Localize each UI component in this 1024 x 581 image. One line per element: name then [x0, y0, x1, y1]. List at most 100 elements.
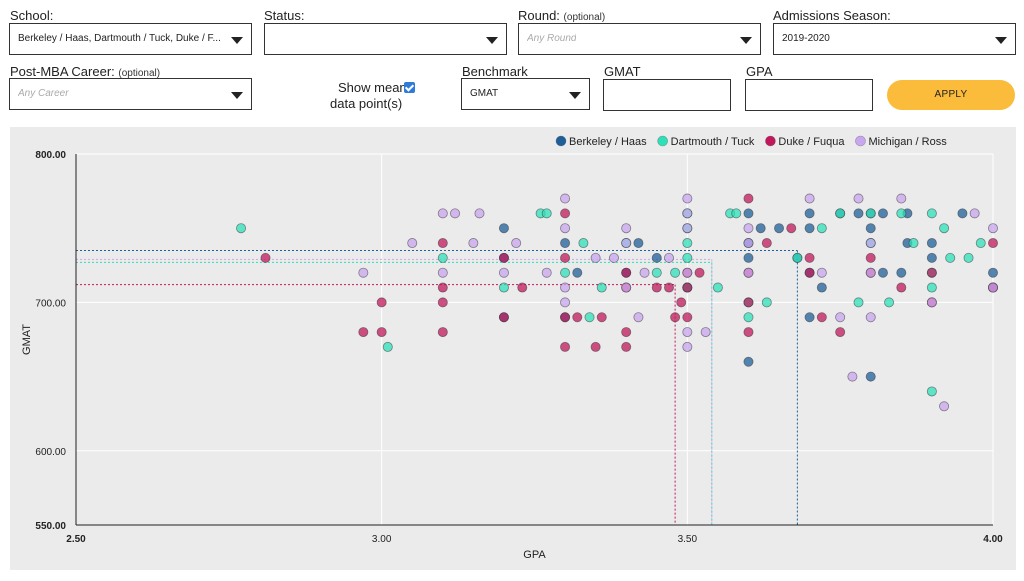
round-optional-text: (optional) — [563, 12, 606, 23]
data-point — [988, 238, 999, 249]
data-point — [774, 223, 785, 234]
data-point — [743, 267, 754, 278]
round-select-placeholder: Any Round — [527, 33, 577, 44]
data-point — [517, 282, 528, 293]
data-point — [541, 267, 552, 278]
data-point — [853, 297, 864, 308]
data-point — [743, 312, 754, 323]
status-label: Status: — [264, 8, 305, 23]
gmat-input[interactable] — [603, 79, 731, 111]
data-point — [621, 282, 632, 293]
data-point — [743, 252, 754, 263]
data-point — [376, 327, 387, 338]
chevron-down-icon — [231, 92, 243, 99]
school-select[interactable]: Berkeley / Haas, Dartmouth / Tuck, Duke … — [9, 23, 252, 55]
data-point — [988, 223, 999, 234]
data-point — [670, 267, 681, 278]
data-point — [743, 327, 754, 338]
data-point — [743, 208, 754, 219]
apply-button[interactable]: APPLY — [887, 80, 1015, 110]
data-point — [865, 371, 876, 382]
season-select-value: 2019-2020 — [782, 33, 830, 44]
data-point — [560, 341, 571, 352]
season-label: Admissions Season: — [773, 8, 891, 23]
gmat-label: GMAT — [604, 64, 641, 79]
data-point — [560, 312, 571, 323]
data-point — [651, 252, 662, 263]
data-point — [816, 223, 827, 234]
data-point — [633, 312, 644, 323]
data-point — [437, 282, 448, 293]
y-tick-label: 550.00 — [35, 521, 66, 532]
gpa-input[interactable] — [745, 79, 873, 111]
data-point — [437, 327, 448, 338]
round-label: Round: (optional) — [518, 8, 605, 23]
legend-marker — [765, 135, 776, 147]
y-axis-label: GMAT — [21, 324, 33, 355]
data-point — [804, 267, 815, 278]
data-point — [957, 208, 968, 219]
data-point — [926, 252, 937, 263]
data-point — [908, 238, 919, 249]
career-select-placeholder: Any Career — [18, 88, 69, 99]
data-point — [816, 282, 827, 293]
data-point — [407, 238, 418, 249]
data-point — [541, 208, 552, 219]
data-point — [376, 297, 387, 308]
data-point — [896, 193, 907, 204]
x-tick-label: 3.00 — [372, 534, 392, 545]
legend: Berkeley / Haas Dartmouth / Tuck Duke / Fu… — [555, 135, 947, 148]
data-point — [853, 193, 864, 204]
data-point — [682, 193, 693, 204]
data-point — [804, 193, 815, 204]
data-point — [633, 238, 644, 249]
data-point — [761, 238, 772, 249]
data-point — [560, 193, 571, 204]
data-point — [572, 312, 583, 323]
x-tick-label: 4.00 — [983, 534, 1003, 545]
data-point — [865, 267, 876, 278]
status-select[interactable] — [264, 23, 507, 55]
scatter-chart: 2.50 3.00 3.50 4.00 550.00 600.00 700.00 800.00… — [21, 135, 1003, 561]
data-point — [596, 282, 607, 293]
data-point — [884, 297, 895, 308]
data-point — [560, 267, 571, 278]
data-point — [382, 341, 393, 352]
data-point — [835, 208, 846, 219]
data-point — [743, 193, 754, 204]
career-select[interactable]: Any Career — [9, 78, 252, 110]
legend-label: Michigan / Ross — [868, 136, 947, 148]
data-point — [236, 223, 247, 234]
benchmark-select[interactable]: GMAT — [461, 78, 590, 110]
data-point — [743, 238, 754, 249]
legend-label: Duke / Fuqua — [778, 136, 845, 148]
season-select[interactable]: 2019-2020 — [773, 23, 1016, 55]
data-point — [988, 267, 999, 278]
data-point — [474, 208, 485, 219]
show-mean-checkbox[interactable] — [404, 82, 415, 93]
data-point — [560, 208, 571, 219]
data-point — [896, 282, 907, 293]
x-tick-label: 3.50 — [678, 534, 698, 545]
data-point — [498, 252, 509, 263]
data-point — [865, 208, 876, 219]
data-point — [590, 341, 601, 352]
data-point — [804, 312, 815, 323]
chevron-down-icon — [740, 37, 752, 44]
data-point — [682, 238, 693, 249]
data-point — [639, 267, 650, 278]
data-point — [621, 223, 632, 234]
data-point — [676, 297, 687, 308]
benchmark-label: Benchmark — [462, 64, 528, 79]
data-point — [743, 223, 754, 234]
axis-layer: 2.50 3.00 3.50 4.00 550.00 600.00 700.00 800.00 — [35, 150, 1003, 545]
data-point — [468, 238, 479, 249]
data-point — [621, 341, 632, 352]
data-point — [804, 208, 815, 219]
round-label-text: Round: — [518, 8, 560, 23]
data-point — [926, 297, 937, 308]
round-select[interactable]: Any Round — [518, 23, 761, 55]
data-point — [260, 252, 271, 263]
data-point — [926, 267, 937, 278]
data-point — [786, 223, 797, 234]
